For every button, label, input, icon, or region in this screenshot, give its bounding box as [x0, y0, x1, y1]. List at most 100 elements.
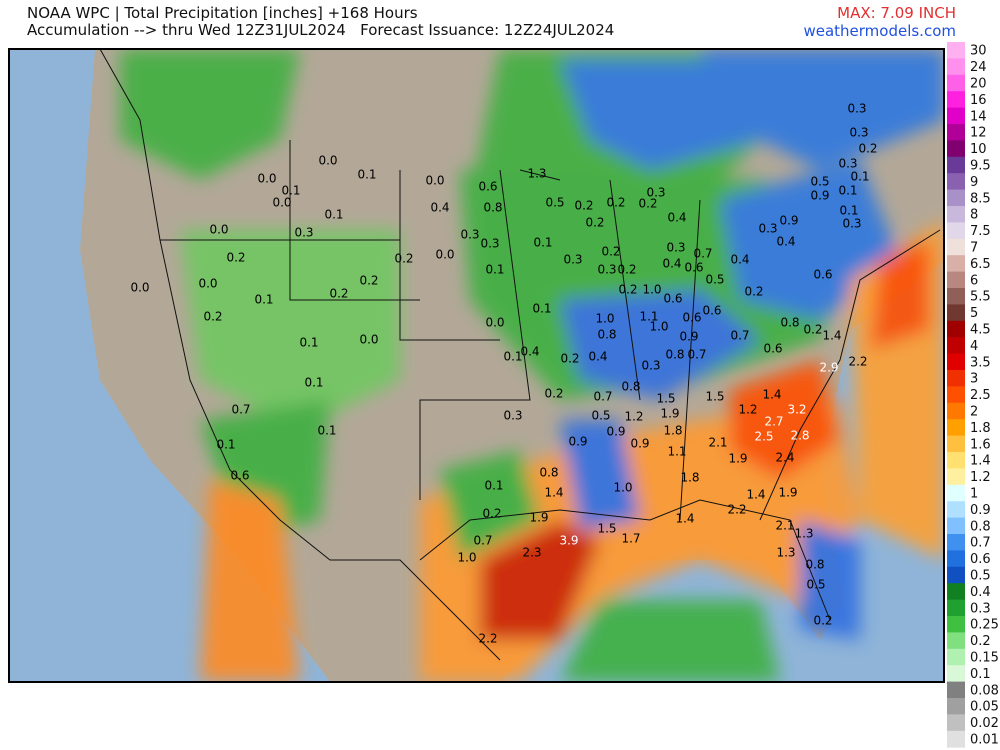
colorbar-label: 1.6	[970, 437, 991, 452]
colorbar-cell	[947, 534, 965, 551]
map-value-label: 0.2	[601, 245, 620, 259]
colorbar-cell	[947, 517, 965, 535]
map-value-label: 0.3	[294, 226, 313, 240]
header-subtitle: Accumulation --> thru Wed 12Z31JUL2024 F…	[27, 21, 615, 39]
map-value-label: 0.3	[480, 237, 499, 251]
colorbar-cell	[947, 599, 965, 617]
colorbar-cell	[947, 616, 965, 633]
map-value-label: 0.7	[730, 329, 749, 343]
colorbar-label: 0.6	[970, 552, 991, 567]
map-value-label: 0.3	[849, 126, 868, 140]
map-value-label: 0.3	[563, 253, 582, 267]
colorbar-cell	[947, 501, 965, 519]
map-value-label: 0.2	[617, 263, 636, 277]
map-value-label: 1.2	[738, 403, 757, 417]
map-value-label: 0.2	[394, 252, 413, 266]
map-value-label: 2.7	[764, 415, 783, 429]
map-value-label: 0.6	[663, 292, 682, 306]
map-value-label: 0.0	[130, 281, 149, 295]
map-value-label: 3.9	[559, 534, 578, 548]
map-value-label: 1.7	[621, 532, 640, 546]
colorbar-label: 2.5	[970, 388, 991, 403]
map-value-label: 0.8	[665, 348, 684, 362]
map-value-label: 0.2	[638, 197, 657, 211]
colorbar-label: 9.5	[970, 159, 991, 174]
map-value-label: 0.5	[806, 578, 825, 592]
colorbar-cell	[947, 370, 965, 387]
map-value-label: 0.2	[744, 285, 763, 299]
map-value-label: 0.2	[606, 196, 625, 210]
colorbar-cell	[947, 156, 965, 174]
colorbar-label: 5	[970, 306, 978, 321]
map-value-label: 1.3	[794, 527, 813, 541]
map-value-label: 0.4	[730, 253, 749, 267]
map-value-label: 0.2	[560, 352, 579, 366]
map-value-label: 1.8	[680, 471, 699, 485]
colorbar-cell	[947, 173, 965, 191]
map-value-label: 0.4	[662, 257, 681, 271]
colorbar-label: 7	[970, 241, 978, 256]
colorbar-cell	[947, 222, 965, 240]
map-value-label: 0.8	[597, 328, 616, 342]
map-value-label: 0.1	[254, 293, 273, 307]
site-link[interactable]: weathermodels.com	[803, 22, 956, 40]
colorbar-cell	[947, 189, 965, 207]
colorbar-cell	[947, 648, 965, 666]
map-value-label: 1.8	[663, 424, 682, 438]
colorbar-label: 2	[970, 405, 978, 420]
colorbar-cell	[947, 140, 965, 158]
colorbar-cell	[947, 91, 965, 109]
colorbar-label: 0.8	[970, 519, 991, 534]
map-value-label: 0.2	[226, 251, 245, 265]
map-value-label: 0.7	[593, 390, 612, 404]
colorbar-label: 0.9	[970, 503, 991, 518]
map-value-label: 0.0	[272, 196, 291, 210]
colorbar-label: 0.15	[970, 651, 999, 666]
colorbar-cell	[947, 550, 965, 568]
colorbar-label: 24	[970, 60, 987, 75]
map-value-label: 0.1	[503, 350, 522, 364]
map-value-label: 0.5	[591, 409, 610, 423]
map-value-label: 1.1	[639, 310, 658, 324]
map-value-label: 1.0	[649, 320, 668, 334]
map-value-label: 0.6	[682, 311, 701, 325]
map-value-label: 0.0	[485, 316, 504, 330]
map-value-label: 0.4	[520, 345, 539, 359]
map-value-label: 0.5	[705, 273, 724, 287]
map-value-label: 0.0	[257, 172, 276, 186]
colorbar-label: 0.05	[970, 700, 999, 715]
map-value-label: 1.3	[776, 546, 795, 560]
map-value-label: 0.0	[318, 154, 337, 168]
colorbar-cell	[947, 42, 965, 59]
colorbar-label: 0.1	[970, 667, 991, 682]
map-value-label: 2.1	[775, 519, 794, 533]
map-value-label: 0.2	[618, 283, 637, 297]
map-value-label: 0.7	[473, 534, 492, 548]
colorbar-label: 0.02	[970, 716, 999, 731]
map-value-label: 1.4	[822, 329, 841, 343]
colorbar-cell	[947, 107, 965, 125]
map-value-label: 0.2	[585, 216, 604, 230]
colorbar-label: 3.5	[970, 355, 991, 370]
map-value-label: 1.4	[544, 486, 563, 500]
map-value-label: 0.3	[597, 263, 616, 277]
map-value-label: 0.2	[803, 323, 822, 337]
colorbar-label: 6.5	[970, 257, 991, 272]
map-value-label: 1.9	[529, 511, 548, 525]
map-value-label: 0.4	[776, 235, 795, 249]
colorbar-label: 4.5	[970, 323, 991, 338]
map-value-label: 2.9	[819, 361, 838, 375]
colorbar-cell	[947, 452, 965, 469]
map-value-label: 0.6	[684, 261, 703, 275]
map-value-label: 0.2	[858, 142, 877, 156]
map-value-label: 0.3	[842, 217, 861, 231]
map-value-label: 0.0	[359, 333, 378, 347]
map-value-label: 0.6	[813, 268, 832, 282]
map-value-label: 0.9	[630, 437, 649, 451]
map-value-label: 0.8	[539, 466, 558, 480]
colorbar-cell	[947, 435, 965, 453]
colorbar-cell	[947, 632, 965, 650]
map-value-label: 0.3	[758, 222, 777, 236]
colorbar-cell	[947, 320, 965, 338]
